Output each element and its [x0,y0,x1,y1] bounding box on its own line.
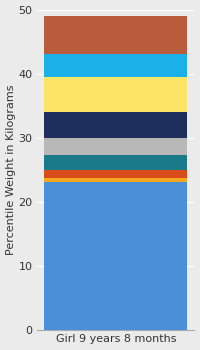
Bar [44,77,187,112]
Bar [44,155,187,170]
Bar [44,178,187,182]
Bar [44,16,187,54]
Bar [44,182,187,330]
Bar [44,138,187,155]
Y-axis label: Percentile Weight in Kilograms: Percentile Weight in Kilograms [6,84,16,255]
Bar [44,54,187,77]
Bar [44,170,187,178]
Bar [44,112,187,138]
